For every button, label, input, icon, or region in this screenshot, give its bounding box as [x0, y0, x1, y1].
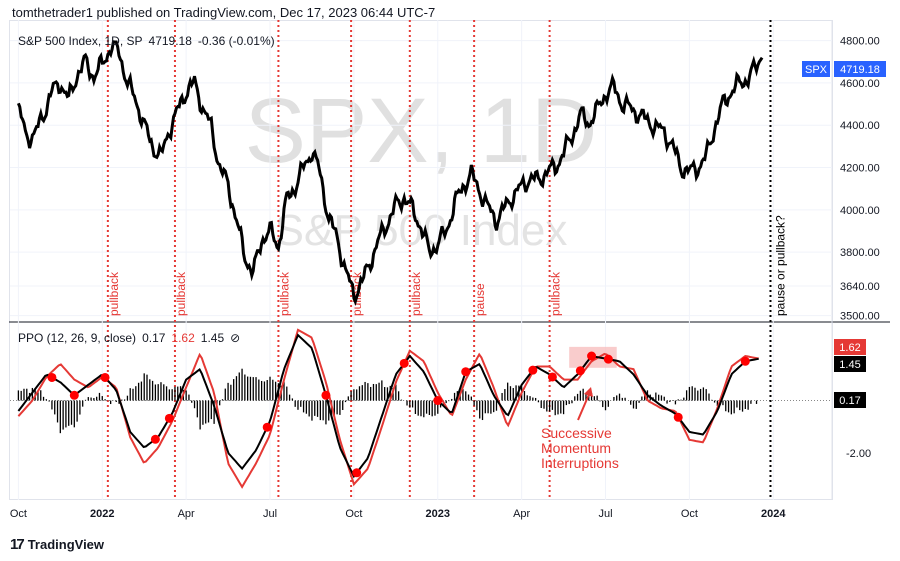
watermark-symbol: SPX, 1D: [245, 80, 598, 182]
ppo-marker: [528, 365, 538, 375]
price-tick-label: 4000.00: [840, 205, 880, 217]
ppo-marker: [100, 372, 110, 382]
price-tick-label: 3800.00: [840, 247, 880, 259]
time-tick-label: 2023: [426, 508, 450, 520]
time-tick-label: Oct: [10, 508, 27, 520]
event-label: pullback: [549, 271, 563, 316]
ppo-marker: [352, 468, 362, 478]
footer-brand: TradingView: [27, 537, 105, 552]
price-tick-label: 3500.00: [840, 311, 880, 323]
ppo-badge-2-bg: [834, 356, 866, 372]
ppo-marker: [150, 434, 160, 444]
price-axis: 4800.00 4600.00 4400.00 4200.00 4000.00 3800.…: [840, 36, 880, 323]
ppo-marker: [433, 396, 443, 406]
time-tick-label: 2024: [761, 508, 786, 520]
footer: 17 TradingView: [10, 536, 104, 553]
event-label: pause: [473, 283, 487, 316]
time-tick-label: Apr: [178, 508, 195, 520]
annotation-line-1: Successive: [541, 425, 612, 441]
price-tick-label: 4600.00: [840, 78, 880, 90]
ppo-badge-3: 0.17: [839, 395, 860, 407]
price-tick-label: 3640.00: [840, 281, 880, 293]
price-tick-label: 4400.00: [840, 120, 880, 132]
annotation-line-3: Interruptions: [541, 455, 619, 471]
spx-badge-label: SPX: [805, 64, 828, 76]
price-tick-label: 4800.00: [840, 36, 880, 48]
time-tick-label: Jul: [598, 508, 612, 520]
time-axis: Oct 2022 Apr Jul Oct 2023 Apr Jul Oct 2024: [10, 508, 787, 520]
annotation-arrow: [577, 391, 591, 421]
publisher-line: tomthetrader1 published on TradingView.c…: [12, 5, 436, 20]
ppo-legend: PPO (12, 26, 9, close) 0.17 1.62 1.45 ⊘: [18, 331, 240, 345]
price-tick-label: 4200.00: [840, 163, 880, 175]
spx-price-line: [16, 40, 764, 306]
time-tick-label: Jul: [263, 508, 277, 520]
ppo-marker: [673, 412, 683, 422]
chart-frame: [9, 20, 833, 500]
ppo-marker: [47, 372, 57, 382]
ppo-badge-3-bg: [834, 392, 866, 408]
ppo-tick-label: -2.00: [846, 448, 871, 460]
ppo-marker: [399, 358, 409, 368]
ppo-marker: [321, 390, 331, 400]
annotation-line-2: Momentum: [541, 440, 611, 456]
ppo-marker: [547, 372, 557, 382]
time-tick-label: 2022: [90, 508, 114, 520]
time-tick-label: Oct: [681, 508, 698, 520]
ppo-badges: 1.62 1.45 0.17: [834, 339, 866, 408]
annotation-arrow-head: [584, 387, 593, 397]
tv-logo-icon: 17: [10, 536, 25, 553]
ppo-histogram: [17, 368, 758, 434]
spx-badge-value-bg: [834, 61, 886, 77]
event-label: pullback: [409, 271, 423, 316]
ppo-signal-line: [17, 328, 759, 489]
spx-chart: SPX, 1D S&P 500 Index pullback pullback pu…: [9, 20, 890, 520]
time-tick-label: Apr: [513, 508, 530, 520]
event-label: pullback: [107, 271, 121, 316]
ppo-marker: [262, 422, 272, 432]
event-label: pullback: [174, 271, 188, 316]
ppo-badge-2: 1.45: [839, 359, 860, 371]
ppo-marker: [587, 351, 597, 361]
hide-icon: ⊘: [230, 331, 240, 345]
spx-price-badge: SPX 4719.18: [802, 61, 886, 77]
ppo-line: [17, 333, 759, 479]
final-event-label: pause or pullback?: [773, 215, 787, 316]
ppo-badge-1: 1.62: [839, 342, 860, 354]
time-tick-label: Oct: [345, 508, 362, 520]
ppo-marker: [575, 366, 585, 376]
ppo-marker: [740, 356, 750, 366]
ppo-marker: [164, 413, 174, 423]
ppo-marker: [69, 390, 79, 400]
spx-badge-label-bg: [802, 61, 830, 77]
ppo-marker: [603, 354, 613, 364]
price-legend-symbol: S&P 500 Index, 1D, SP 4719.18 -0.36 (-0.01…: [18, 34, 275, 48]
ppo-marker: [461, 367, 471, 377]
ppo-badge-1-bg: [834, 339, 866, 355]
event-label: pullback: [277, 271, 291, 316]
spx-badge-value: 4719.18: [840, 64, 880, 76]
ppo-axis: -2.00: [846, 448, 871, 460]
ppo-markers: [47, 351, 750, 478]
